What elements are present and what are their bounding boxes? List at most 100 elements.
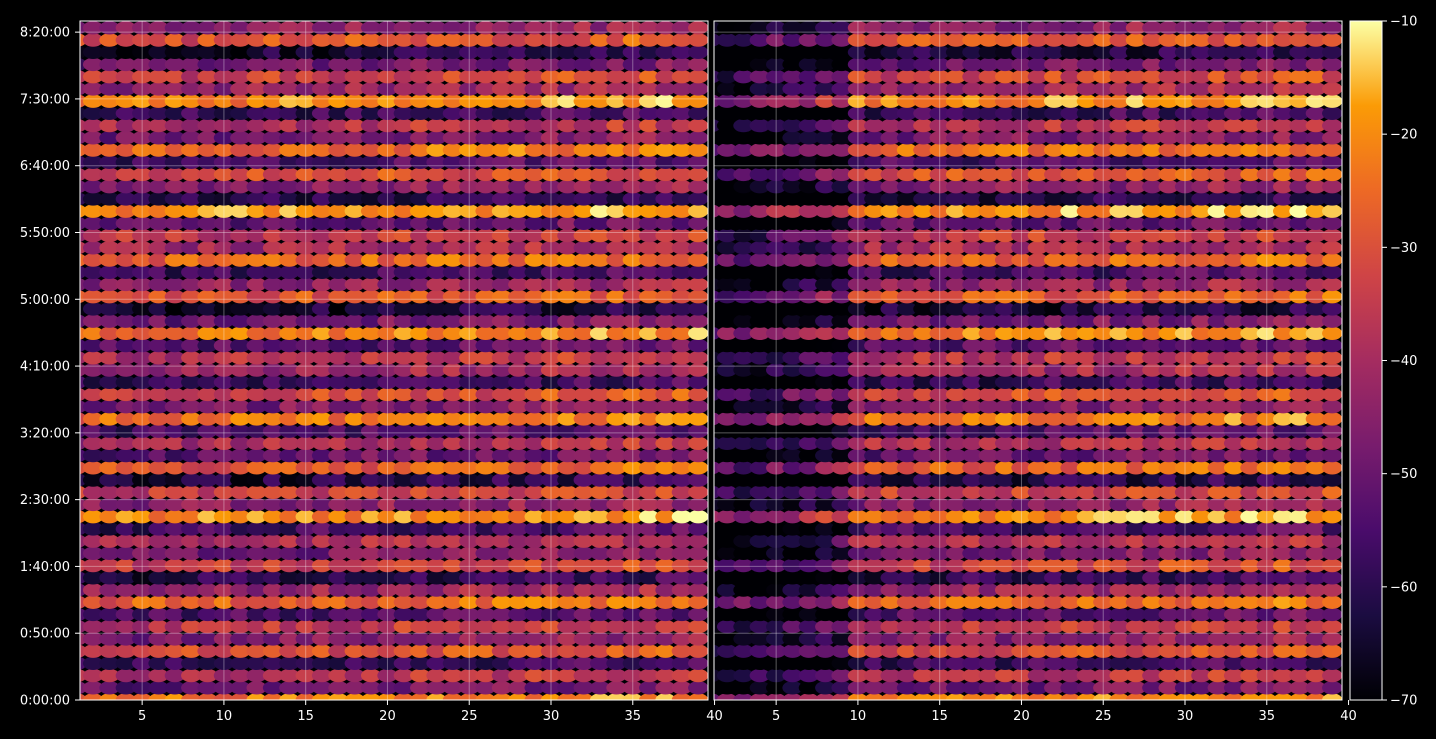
heatmap-cell — [197, 118, 218, 133]
heatmap-cell — [524, 338, 545, 353]
heatmap-cell — [831, 363, 852, 377]
heatmap-cell — [606, 265, 627, 279]
heatmap-cell — [994, 338, 1016, 353]
heatmap-cell — [716, 351, 738, 365]
heatmap-cell — [148, 607, 169, 622]
heatmap-cell — [688, 583, 708, 597]
heatmap-cell — [328, 253, 349, 267]
heatmap-cell — [589, 143, 611, 157]
heatmap-cell — [733, 461, 754, 475]
heatmap-cell — [213, 94, 235, 108]
heatmap-cell — [1093, 192, 1114, 206]
heatmap-cell — [573, 118, 594, 133]
heatmap-cell — [132, 399, 153, 414]
heatmap-cell — [638, 106, 660, 121]
heatmap-cell — [831, 143, 852, 157]
heatmap-cell — [1076, 558, 1098, 573]
heatmap-cell — [1207, 583, 1228, 597]
heatmap-cell — [1142, 326, 1163, 341]
heatmap-cell — [1191, 412, 1212, 426]
heatmap-cell — [1109, 558, 1130, 573]
heatmap-cell — [99, 45, 120, 59]
heatmap-cell — [164, 522, 185, 536]
heatmap-cell — [393, 375, 414, 389]
heatmap-cell — [1076, 522, 1098, 536]
heatmap-cell — [557, 461, 578, 475]
heatmap-cell — [994, 558, 1016, 573]
heatmap-cell — [1027, 558, 1048, 573]
heatmap-cell — [1240, 607, 1261, 622]
heatmap-cell — [978, 619, 999, 634]
heatmap-cell — [393, 265, 414, 279]
heatmap-cell — [426, 302, 447, 316]
heatmap-cell — [197, 167, 218, 182]
heatmap-cell — [1240, 338, 1261, 353]
heatmap-cell — [230, 82, 251, 96]
heatmap-cell — [213, 607, 235, 622]
heatmap-cell — [230, 656, 251, 671]
heatmap-cell — [1223, 497, 1245, 512]
heatmap-cell — [766, 21, 787, 35]
heatmap-cell — [671, 571, 692, 585]
heatmap-cell — [782, 167, 803, 182]
heatmap-cell — [295, 546, 316, 561]
heatmap-cell — [589, 216, 611, 231]
heatmap-cell — [815, 668, 836, 683]
heatmap-cell — [847, 424, 869, 438]
heatmap-cell — [1125, 534, 1147, 548]
heatmap-cell — [1174, 326, 1196, 341]
heatmap-cell — [671, 143, 692, 157]
heatmap-cell — [638, 167, 660, 182]
heatmap-cell — [1044, 21, 1065, 35]
heatmap-cell — [360, 131, 382, 145]
heatmap-cell — [426, 668, 447, 683]
heatmap-cell — [491, 436, 513, 451]
heatmap-cell — [246, 375, 267, 389]
heatmap-cell — [864, 412, 885, 426]
heatmap-cell — [557, 656, 578, 671]
heatmap-cell — [815, 241, 836, 255]
heatmap-cell — [945, 118, 967, 133]
heatmap-cell — [508, 558, 529, 573]
heatmap-cell — [1125, 45, 1147, 59]
heatmap-cell — [524, 534, 545, 548]
heatmap-cell — [978, 167, 999, 182]
heatmap-cell — [1011, 375, 1032, 389]
heatmap-cell — [1076, 619, 1098, 634]
heatmap-cell — [1191, 534, 1212, 548]
heatmap-cell — [929, 595, 950, 609]
heatmap-cell — [638, 192, 660, 206]
heatmap-cell — [148, 681, 169, 695]
heatmap-cell — [733, 118, 754, 133]
heatmap-cell — [164, 668, 185, 683]
heatmap-cell — [1076, 302, 1098, 316]
heatmap-cell — [1256, 509, 1277, 524]
heatmap-cell — [766, 412, 787, 426]
heatmap-cell — [1207, 607, 1228, 622]
heatmap-cell — [410, 241, 431, 255]
heatmap-cell — [606, 131, 627, 145]
heatmap-cell — [393, 94, 414, 108]
heatmap-cell — [181, 509, 202, 524]
heatmap-cell — [344, 289, 365, 304]
heatmap-cell — [262, 534, 284, 548]
heatmap-cell — [295, 277, 316, 292]
heatmap-cell — [99, 314, 120, 328]
heatmap-cell — [1289, 131, 1310, 145]
heatmap-cell — [671, 33, 692, 47]
heatmap-cell — [749, 155, 770, 169]
heatmap-cell — [1223, 595, 1245, 609]
heatmap-cell — [716, 167, 738, 182]
heatmap-cell — [508, 571, 529, 585]
heatmap-cell — [181, 228, 202, 243]
heatmap-cell — [880, 94, 901, 108]
heatmap-cell — [929, 265, 950, 279]
heatmap-cell — [1240, 656, 1261, 671]
heatmap-cell — [1174, 619, 1196, 634]
heatmap-cell — [1060, 302, 1081, 316]
heatmap-cell — [311, 155, 333, 169]
heatmap-cell — [1060, 204, 1081, 218]
heatmap-cell — [213, 57, 235, 72]
heatmap-cell — [262, 412, 284, 426]
heatmap-cell — [328, 534, 349, 548]
